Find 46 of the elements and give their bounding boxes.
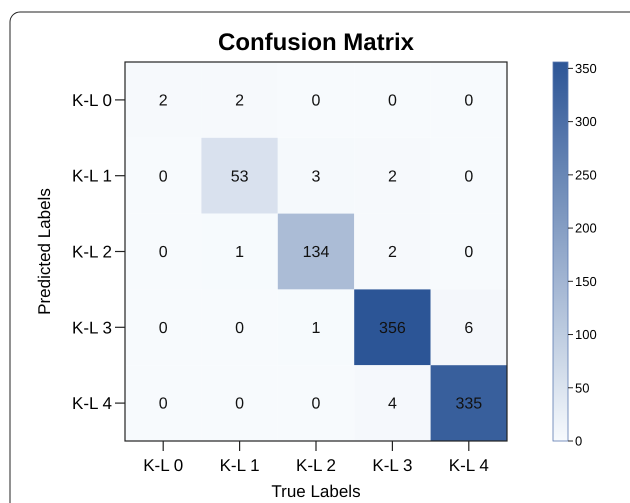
color-bar-label: 50 [575, 380, 590, 396]
data-label: 0 [464, 168, 474, 186]
data-label: 3 [312, 168, 321, 186]
chart-title: Confusion Matrix [218, 29, 415, 56]
data-label: 0 [464, 244, 474, 262]
data-label: 356 [379, 320, 406, 337]
data-label: 2 [158, 92, 168, 110]
data-label: 0 [158, 244, 168, 262]
data-label: 2 [388, 244, 397, 262]
data-label: 1 [235, 244, 244, 262]
x-tick-label: K-L 0 [143, 456, 184, 475]
y-tick-label: K-L 0 [72, 90, 112, 110]
x-tick-label: K-L 2 [296, 456, 336, 475]
data-label: 53 [230, 168, 249, 186]
data-label: 0 [158, 396, 168, 413]
color-bar-label: 100 [575, 327, 597, 342]
data-label: 6 [464, 320, 474, 337]
x-axis-title: True Labels [271, 482, 361, 501]
y-tick-label: K-L 4 [72, 394, 112, 414]
y-tick-label: K-L 3 [72, 318, 112, 338]
data-label: 0 [235, 320, 244, 337]
color-bar-label: 150 [575, 274, 597, 289]
color-bar-label: 200 [575, 220, 597, 236]
data-label: 4 [388, 396, 397, 413]
data-label: 0 [158, 168, 168, 186]
data-label: 0 [464, 92, 474, 110]
data-label: 335 [455, 396, 482, 413]
data-label: 0 [158, 320, 168, 337]
x-tick-label: K-L 3 [372, 456, 412, 475]
data-label: 2 [235, 92, 244, 110]
data-label: 0 [312, 92, 321, 110]
color-bar-label: 0 [575, 434, 582, 449]
data-label: 1 [312, 320, 321, 337]
x-tick-label: K-L 4 [448, 456, 489, 475]
x-tick-label: K-L 1 [220, 456, 260, 475]
data-label: 2 [388, 168, 397, 186]
data-label: 134 [302, 244, 330, 262]
y-tick-label: K-L 1 [72, 166, 112, 186]
color-bar-label: 350 [575, 60, 597, 76]
y-tick-label: K-L 2 [72, 242, 112, 262]
data-label: 0 [235, 396, 244, 413]
color-bar-label: 250 [575, 167, 597, 182]
data-label: 0 [312, 396, 321, 413]
color-bar-label: 300 [575, 114, 597, 130]
data-label: 0 [388, 92, 397, 110]
y-axis-title: Predicted Labels [35, 188, 54, 315]
